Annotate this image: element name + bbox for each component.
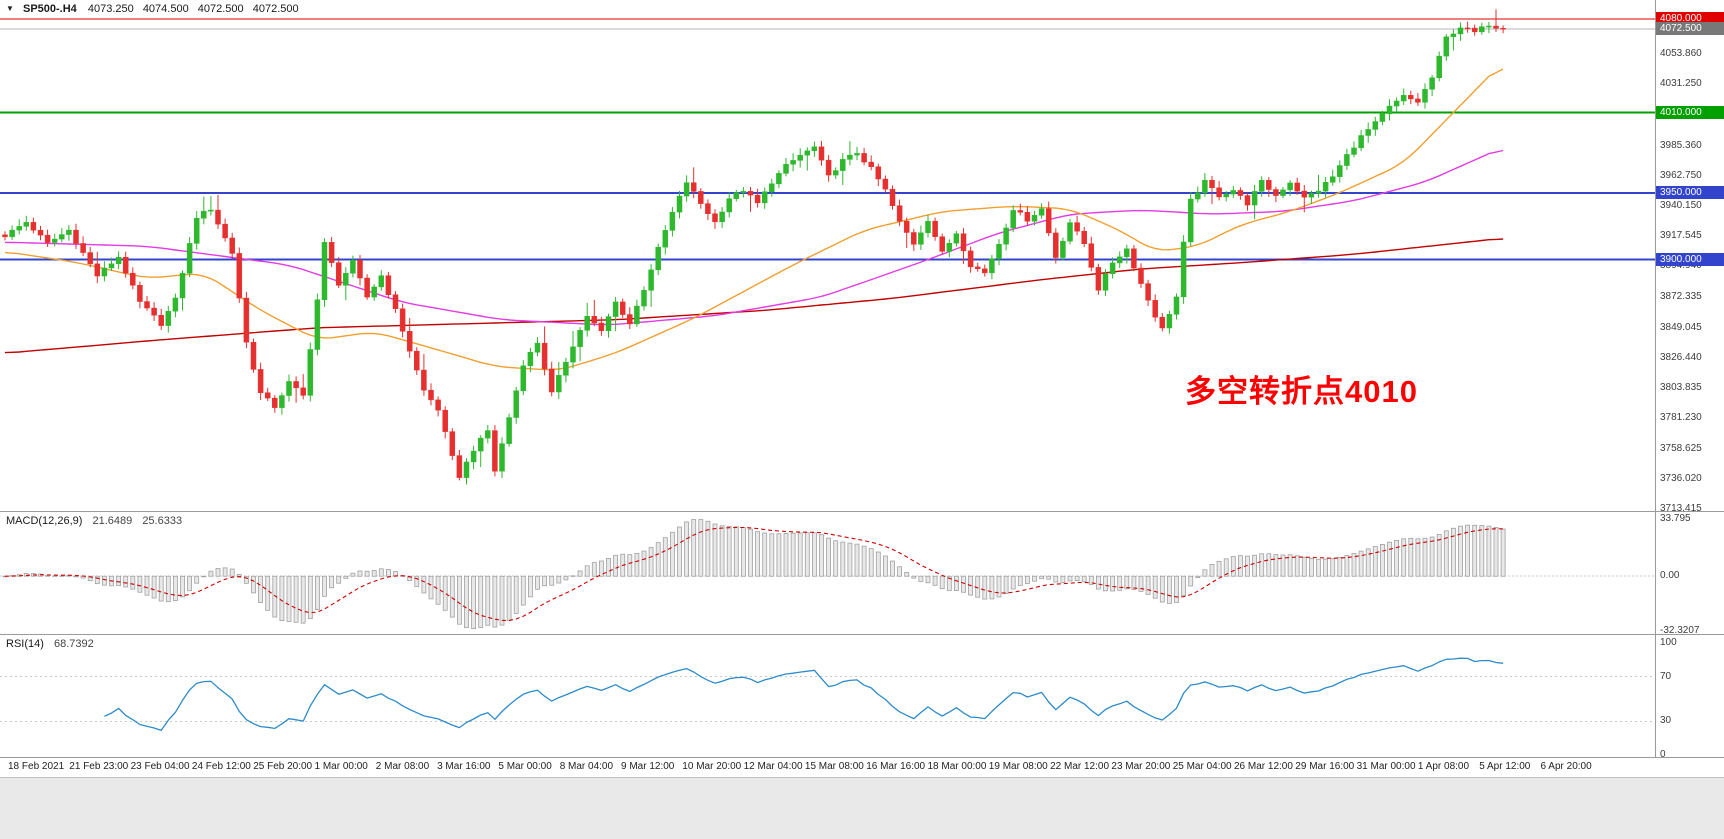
macd-axis[interactable]: 33.795 0.00 -32.3207 <box>1655 512 1724 636</box>
price-axis-label: 3713.415 <box>1660 503 1702 514</box>
time-axis-label: 12 Mar 04:00 <box>743 761 803 772</box>
price-axis-label: 3894.940 <box>1660 260 1702 272</box>
time-axis-label: 10 Mar 20:00 <box>682 761 742 772</box>
macd-label: MACD(12,26,9) 21.6489 25.6333 <box>6 515 182 527</box>
rsi-panel: 100 70 30 0 RSI(14) 68.7392 <box>0 635 1724 760</box>
macd-panel: 33.795 0.00 -32.3207 MACD(12,26,9) 21.6489… <box>0 512 1724 636</box>
ohlc-low: 4072.500 <box>197 3 244 15</box>
price-axis-label: 3781.230 <box>1660 412 1702 424</box>
time-axis-label: 24 Feb 12:00 <box>191 761 251 772</box>
time-axis-label: 16 Mar 16:00 <box>866 761 926 772</box>
price-line-badge: 4010.000 <box>1656 105 1724 119</box>
rsi-value: 68.7392 <box>53 638 94 650</box>
price-axis-label: 3940.150 <box>1660 199 1702 211</box>
time-axis-label: 21 Feb 23:00 <box>69 761 129 772</box>
time-axis-label: 8 Mar 04:00 <box>559 761 614 772</box>
price-line-badge: 4080.000 <box>1656 12 1724 25</box>
main-chart-panel: 4053.860 4031.250 3985.360 3962.750 3940.150… <box>0 0 1724 514</box>
time-axis-label: 2 Mar 08:00 <box>375 761 430 772</box>
price-line-badge: 3900.000 <box>1656 252 1724 266</box>
price-line-badge: 4072.500 <box>1656 22 1724 36</box>
rsi-plot[interactable] <box>0 635 1655 757</box>
price-axis-label: 3962.750 <box>1660 169 1702 181</box>
price-chart-plot[interactable] <box>0 0 1655 511</box>
macd-axis-label: 0.00 <box>1660 570 1680 582</box>
price-axis-label: 3985.360 <box>1660 139 1702 151</box>
time-axis[interactable]: 18 Feb 2021 21 Feb 23:00 23 Feb 04:00 24 Fe… <box>0 758 1724 777</box>
price-axis-label: 3826.440 <box>1660 351 1702 363</box>
time-axis-label: 25 Mar 04:00 <box>1172 761 1232 772</box>
time-axis-label: 29 Mar 16:00 <box>1295 761 1355 772</box>
time-axis-label: 23 Feb 04:00 <box>130 761 190 772</box>
time-axis-label: 22 Mar 12:00 <box>1050 761 1110 772</box>
macd-axis-label: -32.3207 <box>1660 625 1700 636</box>
time-axis-label: 26 Mar 12:00 <box>1234 761 1293 772</box>
chart-text-annotation: 多空转折点4010 <box>1185 374 1418 409</box>
macd-main-value: 21.6489 <box>92 515 133 527</box>
time-axis-label: 9 Mar 12:00 <box>621 761 675 772</box>
rsi-axis-label: 70 <box>1660 670 1672 682</box>
macd-plot[interactable] <box>0 512 1655 634</box>
time-axis-label: 6 Apr 20:00 <box>1540 761 1592 772</box>
price-axis-label: 3849.045 <box>1660 321 1702 333</box>
time-axis-label: 19 Mar 08:00 <box>988 761 1048 772</box>
price-axis-label: 3872.335 <box>1660 290 1702 302</box>
ohlc-open: 4073.250 <box>87 3 134 15</box>
chart-header: ▼ SP500-.H4 4073.250 4074.500 4072.500 4… <box>6 3 305 15</box>
price-axis[interactable]: 4053.860 4031.250 3985.360 3962.750 3940.150… <box>1655 0 1724 514</box>
time-axis-label: 1 Apr 08:00 <box>1417 761 1470 772</box>
price-axis-label: 3758.625 <box>1660 442 1702 454</box>
price-axis-label: 3803.835 <box>1660 382 1702 394</box>
rsi-name: RSI(14) <box>6 638 44 650</box>
macd-name: MACD(12,26,9) <box>6 515 83 527</box>
time-axis-label: 31 Mar 00:00 <box>1356 761 1416 772</box>
time-axis-label: 3 Mar 16:00 <box>437 761 491 772</box>
macd-signal-value: 25.6333 <box>142 515 183 527</box>
time-axis-label: 1 Mar 00:00 <box>314 761 368 772</box>
rsi-axis-label: 30 <box>1660 715 1672 727</box>
ohlc-close: 4072.500 <box>252 3 299 15</box>
macd-axis-label: 33.795 <box>1660 513 1691 524</box>
price-axis-label: 4031.250 <box>1660 78 1702 90</box>
time-axis-label: 5 Apr 12:00 <box>1479 761 1531 772</box>
rsi-label: RSI(14) 68.7392 <box>6 638 94 650</box>
time-axis-label: 18 Mar 00:00 <box>927 761 987 772</box>
time-axis-label: 25 Feb 20:00 <box>253 761 313 772</box>
price-axis-label: 3736.020 <box>1660 472 1702 484</box>
rsi-axis[interactable]: 100 70 30 0 <box>1655 635 1724 760</box>
price-axis-label: 3917.545 <box>1660 230 1702 242</box>
price-axis-label: 4053.860 <box>1660 47 1702 59</box>
rsi-axis-label: 100 <box>1660 637 1677 648</box>
symbol-period-label: SP500-.H4 <box>22 3 77 15</box>
rsi-axis-label: 0 <box>1660 749 1666 760</box>
ohlc-high: 4074.500 <box>142 3 189 15</box>
time-axis-label: 5 Mar 00:00 <box>498 761 552 772</box>
time-axis-label: 15 Mar 08:00 <box>804 761 864 772</box>
chart-menu-triangle-icon[interactable]: ▼ <box>6 4 14 13</box>
price-line-badge: 3950.000 <box>1656 185 1724 199</box>
window-bottom-strip <box>0 777 1724 839</box>
time-axis-label: 18 Feb 2021 <box>8 761 65 772</box>
time-axis-label: 23 Mar 20:00 <box>1111 761 1171 772</box>
